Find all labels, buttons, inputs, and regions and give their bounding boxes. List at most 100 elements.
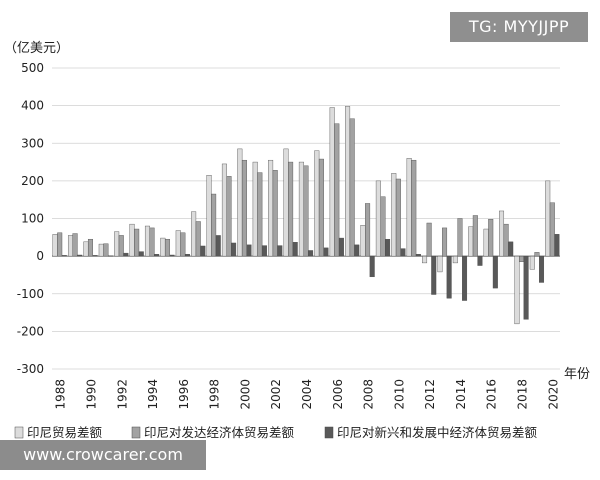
bar [519, 255, 525, 262]
x-axis: 1988 1990 1992 1994 1996 1998 2000 2002 2004 2006… [54, 379, 561, 410]
bar [483, 228, 489, 257]
bar [215, 235, 221, 257]
y-unit-label: （亿美元） [4, 41, 69, 56]
bar [246, 244, 252, 257]
bar [77, 254, 83, 257]
bar [554, 234, 560, 257]
bars [52, 106, 560, 325]
bar [92, 255, 98, 257]
bar [169, 254, 175, 257]
legend-label: 印尼贸易差额 [27, 425, 103, 440]
bar [308, 250, 314, 257]
x-tick-label: 2004 [300, 379, 314, 410]
bar [211, 193, 217, 257]
bar [334, 123, 340, 257]
bar [138, 251, 144, 257]
bar [164, 238, 170, 257]
y-tick-label: 100 [21, 212, 44, 226]
y-tick-label: -200 [17, 324, 44, 338]
bar [252, 161, 258, 257]
y-tick-label: 400 [21, 99, 44, 113]
bar [283, 148, 289, 257]
bar [175, 230, 181, 257]
x-tick-label: 2012 [423, 379, 437, 410]
bar [261, 245, 267, 257]
bar [457, 218, 463, 257]
bar [375, 180, 381, 257]
bar [87, 238, 93, 257]
bar [160, 237, 166, 257]
bar [369, 255, 375, 278]
x-tick-label: 1996 [177, 379, 191, 410]
y-tick-label: -100 [17, 287, 44, 301]
y-axis: -300 -200 -100 0 100 200 300 400 500 [17, 61, 44, 376]
bar [195, 221, 201, 257]
bar [67, 235, 73, 257]
x-tick-label: 2014 [454, 379, 468, 410]
bar [452, 255, 458, 264]
bar [395, 178, 401, 257]
bar [257, 172, 263, 257]
bar [437, 255, 443, 273]
bar [431, 255, 437, 295]
bar [365, 203, 371, 257]
x-tick-label: 2018 [516, 379, 530, 410]
bar [385, 238, 391, 257]
bar [446, 255, 452, 299]
bar [534, 252, 540, 257]
bar [360, 225, 366, 257]
bar [523, 255, 529, 320]
bar [107, 255, 113, 257]
bar [468, 226, 474, 257]
bar [354, 244, 360, 257]
bar [241, 159, 247, 257]
x-tick-label: 1998 [208, 379, 222, 410]
bar [488, 219, 494, 257]
bar [462, 255, 468, 301]
bar [508, 241, 514, 257]
y-tick-label: -300 [17, 362, 44, 376]
bar [180, 232, 186, 257]
bar [345, 106, 351, 257]
bar [83, 241, 89, 257]
bar [298, 161, 304, 257]
bar [123, 252, 129, 257]
bar [349, 118, 355, 257]
bar [545, 180, 551, 257]
x-tick-label: 2020 [546, 379, 560, 410]
bar [200, 245, 206, 257]
bar [129, 223, 135, 257]
legend: 印尼贸易差额 印尼对发达经济体贸易差额 印尼对新兴和发展中经济体贸易差额 [14, 425, 538, 440]
bar [154, 254, 160, 257]
bar [149, 227, 155, 257]
bar [422, 255, 428, 264]
watermark-bottom: www.crowcarer.com [0, 440, 206, 470]
bar [103, 243, 109, 257]
bar [442, 227, 448, 257]
bar [206, 175, 212, 257]
bar [477, 255, 483, 266]
bar [61, 255, 67, 257]
bar [499, 210, 505, 257]
x-unit-label: 年份 [564, 367, 590, 382]
bar [288, 161, 294, 257]
x-tick-label: 1990 [84, 379, 98, 410]
bar [314, 150, 320, 257]
x-tick-label: 1988 [54, 379, 68, 410]
bar [529, 255, 535, 270]
bar [318, 158, 324, 257]
bar [292, 241, 298, 257]
bar [329, 107, 335, 257]
x-tick-label: 1992 [115, 379, 129, 410]
bar [191, 211, 197, 257]
bar [114, 231, 120, 257]
bar [391, 173, 397, 257]
bar [338, 237, 344, 257]
legend-swatch [14, 426, 24, 439]
bar [231, 242, 237, 257]
bar [118, 235, 124, 257]
bar [411, 159, 417, 257]
bar [184, 254, 190, 257]
bar [303, 165, 309, 257]
